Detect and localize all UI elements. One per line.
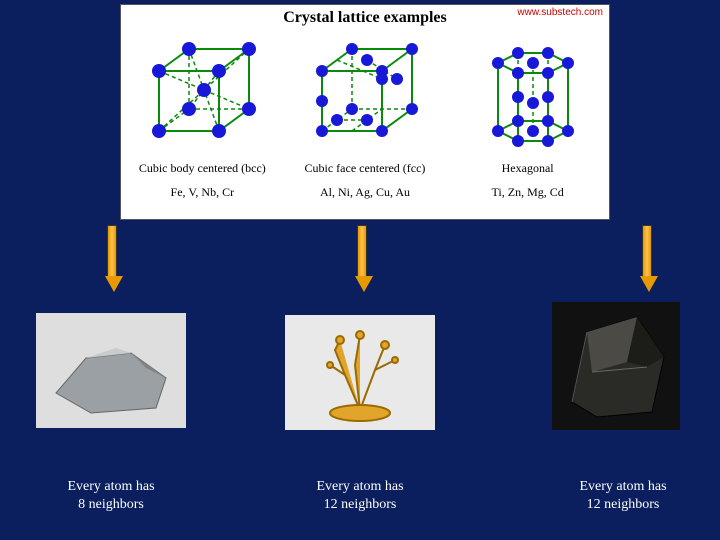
lattice-panel: www.substech.com Crystal lattice example… bbox=[120, 4, 610, 220]
mineral-image-hex bbox=[552, 302, 680, 430]
fcc-label: Cubic face centered (fcc) bbox=[305, 161, 426, 176]
mineral-image-fcc bbox=[285, 315, 435, 430]
mineral-image-bcc bbox=[36, 313, 186, 428]
caption-bcc: Every atom has 8 neighbors bbox=[36, 478, 186, 514]
bcc-elements: Fe, V, Nb, Cr bbox=[127, 185, 277, 200]
lattice-row: Cubic body centered (bcc) bbox=[121, 31, 609, 181]
hex-diagram bbox=[463, 31, 593, 161]
caption-text: 12 neighbors bbox=[587, 497, 660, 512]
hex-elements: Ti, Zn, Mg, Cd bbox=[453, 185, 603, 200]
caption-text: Every atom has bbox=[316, 479, 403, 494]
fcc-diagram bbox=[300, 31, 430, 161]
bcc-label: Cubic body centered (bcc) bbox=[139, 161, 266, 176]
caption-text: 12 neighbors bbox=[324, 497, 397, 512]
caption-text: Every atom has bbox=[67, 479, 154, 494]
caption-text: Every atom has bbox=[579, 479, 666, 494]
source-label: www.substech.com bbox=[517, 7, 603, 18]
caption-text: 8 neighbors bbox=[78, 497, 144, 512]
caption-hex: Every atom has 12 neighbors bbox=[548, 478, 698, 514]
elements-row: Fe, V, Nb, Cr Al, Ni, Ag, Cu, Au Ti, Zn,… bbox=[121, 185, 609, 200]
fcc-elements: Al, Ni, Ag, Cu, Au bbox=[290, 185, 440, 200]
lattice-hexagonal: Hexagonal bbox=[453, 31, 603, 181]
caption-fcc: Every atom has 12 neighbors bbox=[285, 478, 435, 514]
arrow-2 bbox=[355, 225, 369, 292]
bcc-diagram bbox=[137, 31, 267, 161]
hex-label: Hexagonal bbox=[502, 161, 554, 176]
lattice-fcc: Cubic face centered (fcc) bbox=[290, 31, 440, 181]
arrow-1 bbox=[105, 225, 119, 292]
arrow-3 bbox=[640, 225, 654, 292]
lattice-bcc: Cubic body centered (bcc) bbox=[127, 31, 277, 181]
